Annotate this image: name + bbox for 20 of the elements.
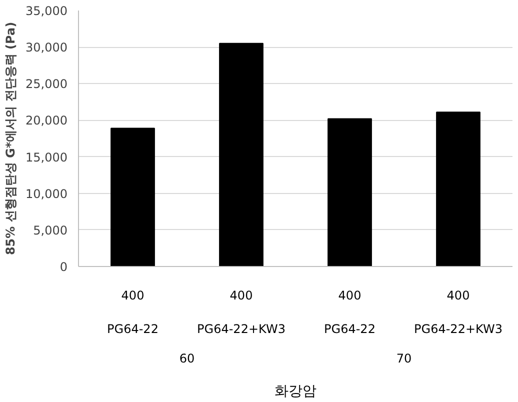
- y-tick-label: 20,000: [26, 114, 68, 128]
- y-tick-label: 35,000: [26, 4, 68, 18]
- category-label: 400 PG64-22: [107, 288, 158, 336]
- y-tick-label: 5,000: [33, 223, 68, 238]
- text: 60: [179, 352, 195, 366]
- text: 70: [396, 352, 412, 366]
- bar: [328, 118, 372, 266]
- y-axis-title: 85% 선형점탄성 G*에서의 전단응력 (Pa): [4, 22, 18, 256]
- y-tick-label: 10,000: [26, 186, 68, 201]
- text: 화강암: [274, 384, 316, 400]
- y-tick-label: 0: [60, 260, 68, 274]
- category-label: 400 PG64-22: [324, 288, 376, 336]
- bar: [436, 112, 480, 266]
- bar: [110, 128, 155, 266]
- category-label: 400 PG64-22+KW3: [197, 288, 286, 336]
- category-label: 400 PG64-22+KW3: [414, 288, 502, 336]
- y-tick-label: 25,000: [26, 77, 68, 92]
- bar: [219, 42, 264, 266]
- y-tick-label: 15,000: [26, 150, 68, 164]
- y-tick-label: 30,000: [26, 40, 68, 55]
